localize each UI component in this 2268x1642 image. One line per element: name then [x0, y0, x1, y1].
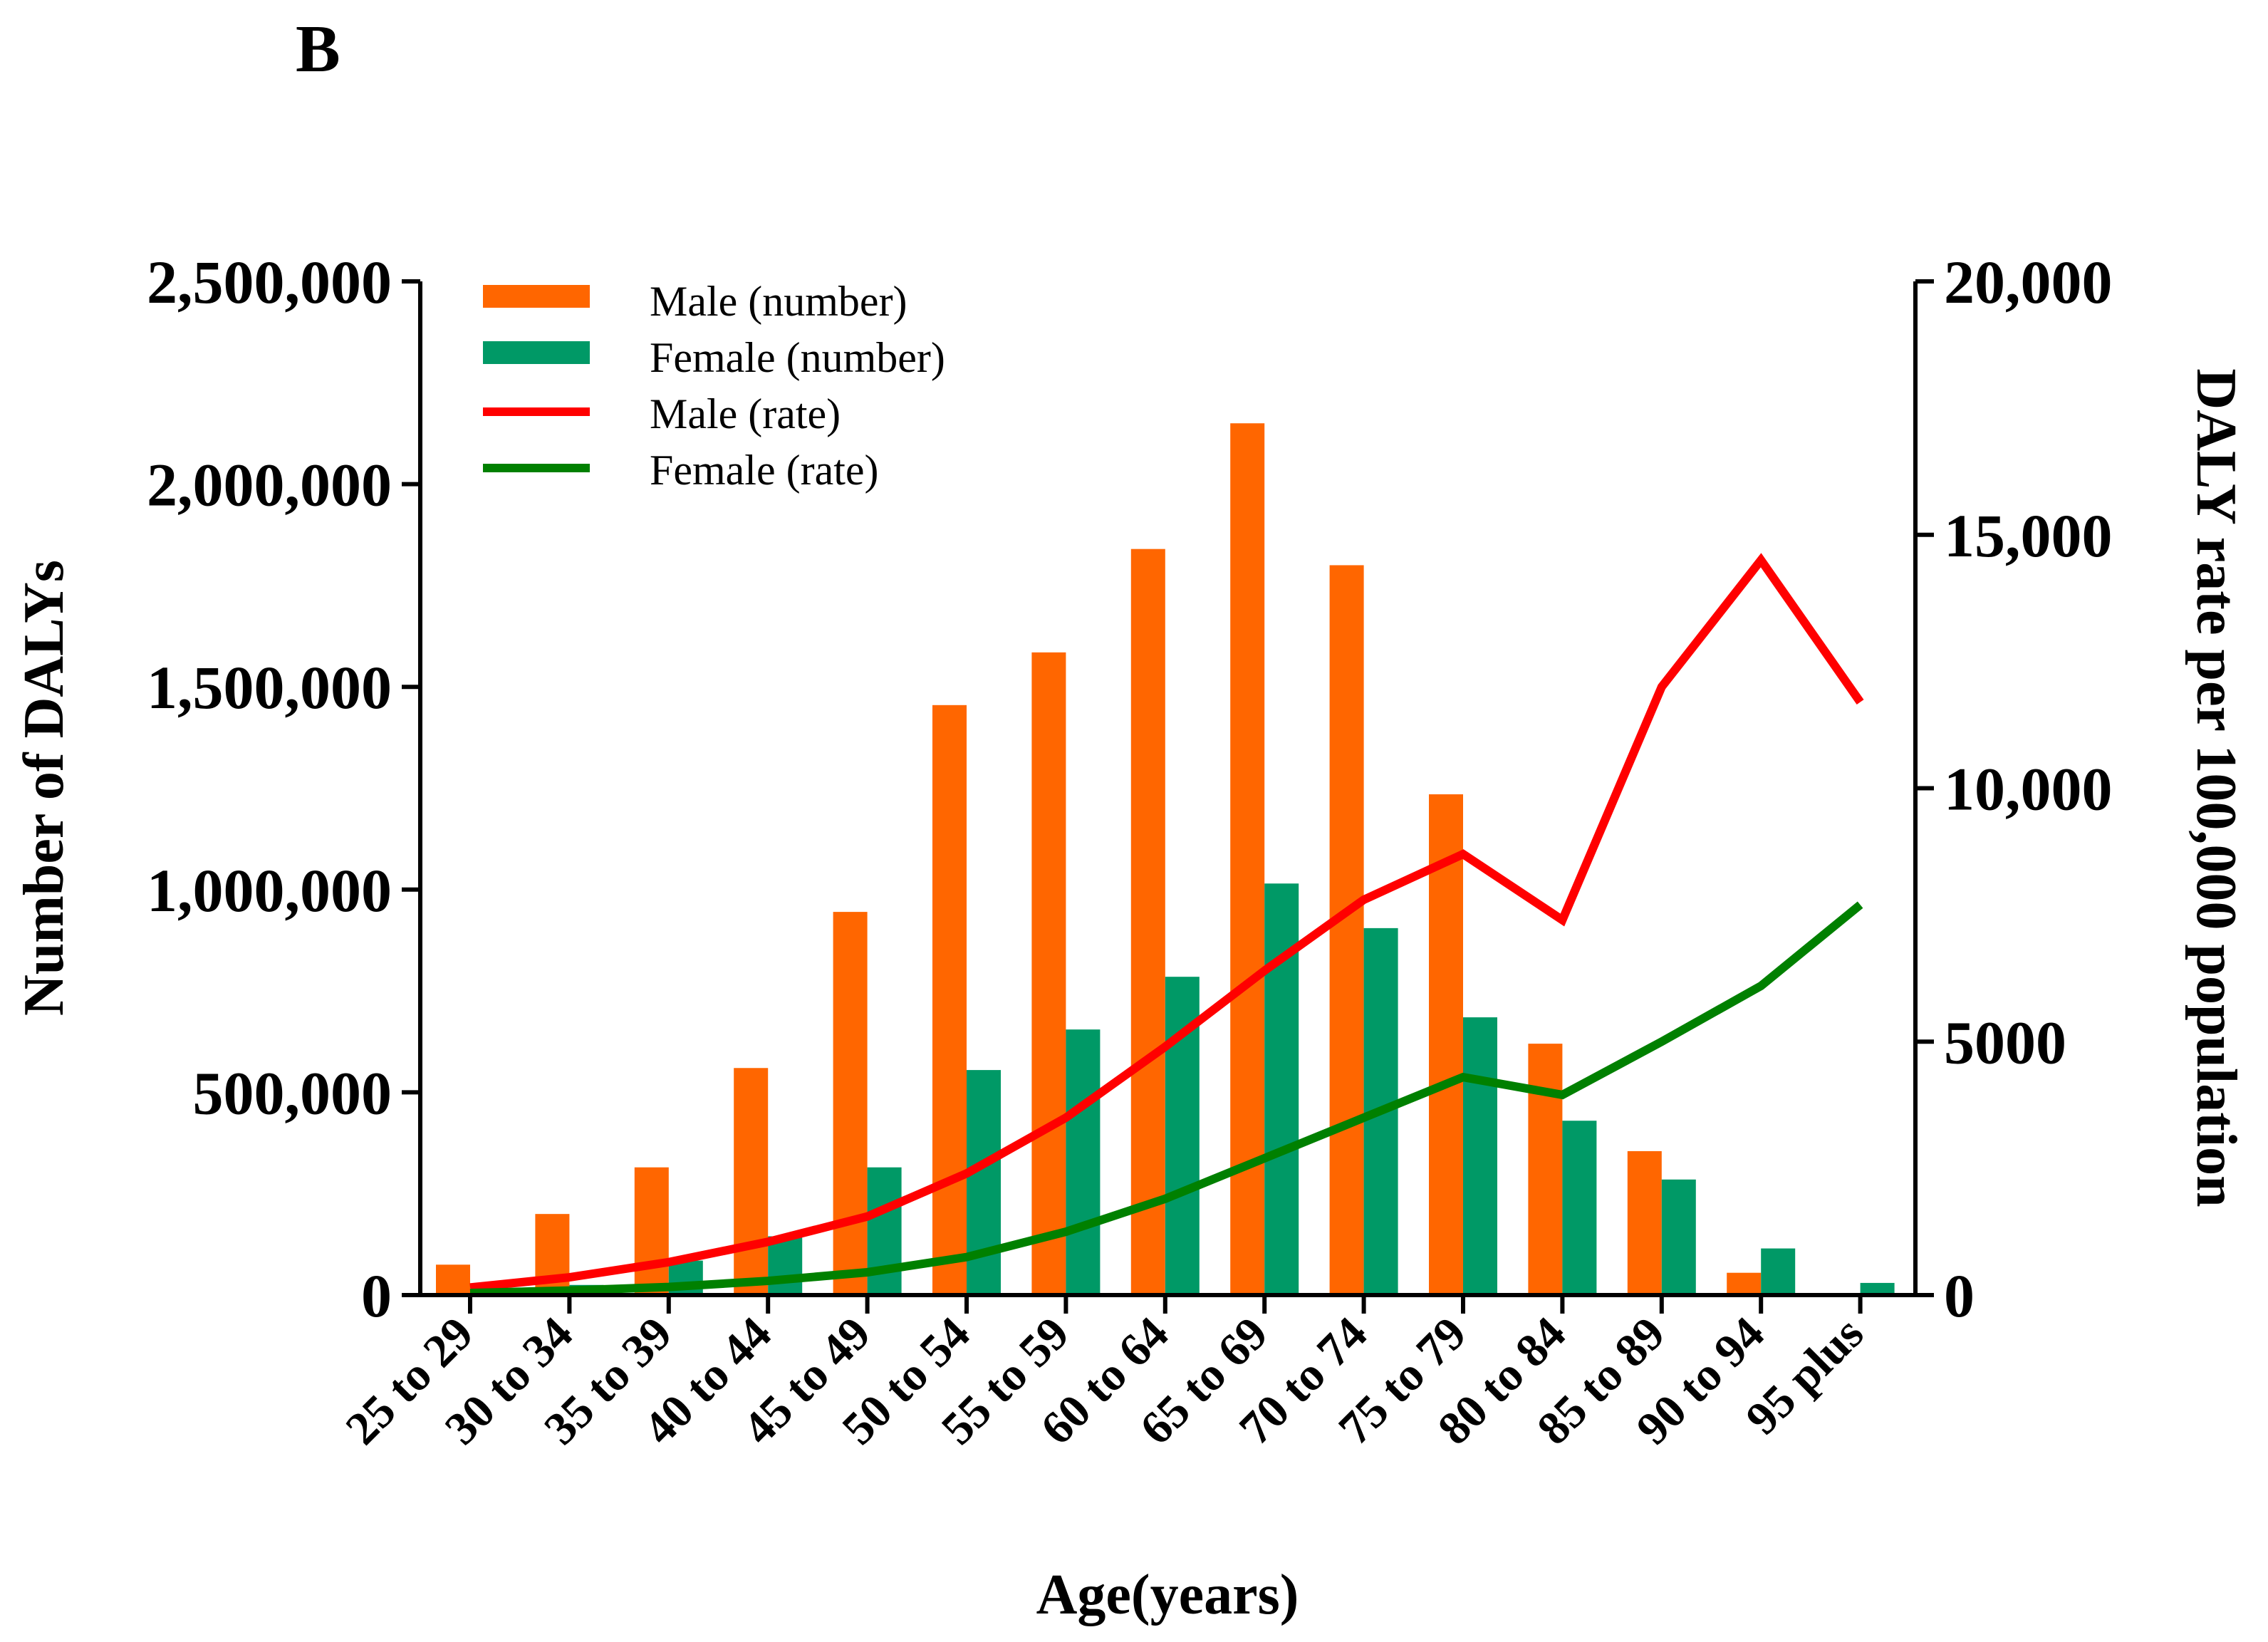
legend-label-female-number: Female (number) — [650, 334, 945, 381]
right-tick-label: 15,000 — [1944, 502, 2113, 570]
bar-female-14 — [1860, 1282, 1895, 1295]
bar-male-6 — [1031, 652, 1066, 1295]
bar-male-9 — [1329, 565, 1364, 1296]
bar-male-10 — [1429, 794, 1463, 1295]
bars-layer — [436, 423, 1895, 1296]
right-tick-label: 20,000 — [1944, 248, 2113, 316]
bar-female-4 — [867, 1167, 902, 1295]
bar-male-5 — [932, 705, 967, 1295]
bar-male-0 — [436, 1264, 470, 1295]
bar-female-6 — [1066, 1029, 1101, 1295]
bar-female-12 — [1661, 1179, 1696, 1295]
male-rate-line — [469, 553, 1864, 1292]
left-tick-label: 1,000,000 — [147, 856, 392, 925]
bar-male-13 — [1727, 1272, 1762, 1295]
lines-layer — [469, 553, 1864, 1298]
right-tick-label: 10,000 — [1944, 755, 2113, 823]
left-tick-label: 0 — [361, 1262, 392, 1330]
bar-female-10 — [1463, 1017, 1497, 1295]
y-axis-title: Number of DALYs — [13, 560, 76, 1016]
bar-female-3 — [768, 1236, 803, 1295]
bar-female-13 — [1761, 1248, 1796, 1295]
right-y-ticks: 0 5000 10,000 15,000 20,000 — [1915, 248, 2113, 1330]
bar-male-12 — [1627, 1150, 1662, 1295]
bar-female-11 — [1562, 1121, 1597, 1295]
left-tick-label: 2,000,000 — [147, 451, 392, 519]
bar-male-2 — [634, 1167, 669, 1295]
legend-label-male-number: Male (number) — [650, 278, 907, 325]
left-tick-label: 1,500,000 — [147, 653, 392, 722]
legend-swatch-female-number — [483, 341, 590, 364]
bar-male-4 — [833, 912, 868, 1295]
legend-swatch-male-number — [483, 285, 590, 308]
bar-male-7 — [1130, 549, 1165, 1295]
female-rate-line — [469, 901, 1863, 1298]
right-tick-label: 5000 — [1944, 1008, 2066, 1076]
panel-label: B — [296, 12, 340, 86]
left-y-ticks: 0 500,000 1,000,000 1,500,000 2,000,000 2,500… — [147, 248, 420, 1330]
bar-male-8 — [1230, 423, 1265, 1295]
legend-label-female-rate: Female (rate) — [650, 447, 878, 494]
legend: Male (number) Female (number) Male (rate… — [483, 278, 945, 494]
bar-male-11 — [1528, 1044, 1563, 1295]
legend-label-male-rate: Male (rate) — [650, 390, 841, 437]
x-axis-title: Age(years) — [1036, 1564, 1299, 1626]
left-tick-label: 500,000 — [193, 1059, 392, 1127]
right-tick-label: 0 — [1944, 1262, 1975, 1330]
left-tick-label: 2,500,000 — [147, 248, 392, 316]
bar-male-3 — [734, 1068, 769, 1295]
bar-female-5 — [967, 1070, 1001, 1295]
y2-axis-title: DALY rate per 100,000 population — [2185, 368, 2247, 1207]
